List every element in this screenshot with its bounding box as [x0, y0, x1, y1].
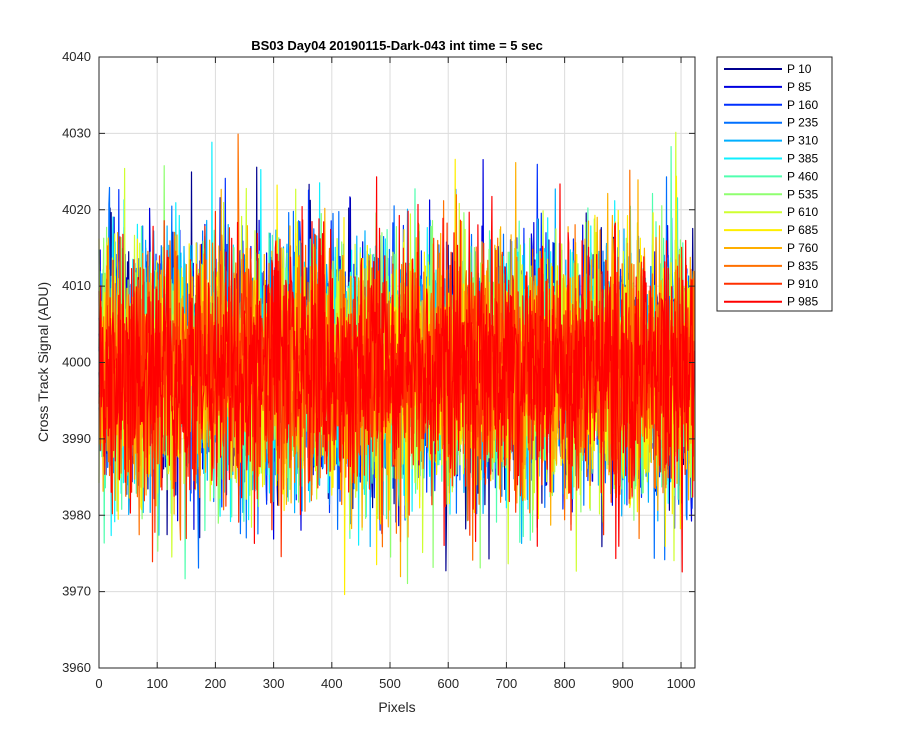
legend-items: P 10 P 85 P 160 P 235 P 310 P 385 P 460 P 535 P …: [724, 62, 818, 309]
legend: P 10 P 85 P 160 P 235 P 310 P 385 P 460 P 535 P …: [716, 56, 833, 312]
x-tick-label: 100: [146, 676, 168, 691]
x-tick-label: 0: [95, 676, 102, 691]
y-tick-label: 3980: [62, 507, 91, 522]
y-tick-label: 3990: [62, 431, 91, 446]
legend-label: P 610: [787, 205, 818, 219]
y-axis-label: Cross Track Signal (ADU): [35, 282, 51, 442]
x-tick-label: 400: [321, 676, 343, 691]
series-lines: [98, 131, 695, 596]
y-tick-label: 3970: [62, 584, 91, 599]
legend-label: P 985: [787, 295, 818, 309]
legend-label: P 310: [787, 134, 818, 148]
legend-label: P 10: [787, 62, 812, 76]
x-tick-label: 700: [496, 676, 518, 691]
x-tick-label: 600: [437, 676, 459, 691]
chart-title: BS03 Day04 20190115-Dark-043 int time = …: [251, 38, 543, 53]
y-tick-label: 4040: [62, 49, 91, 64]
legend-label: P 835: [787, 259, 818, 273]
legend-box: [716, 56, 833, 312]
y-tick-label: 4010: [62, 278, 91, 293]
legend-label: P 535: [787, 187, 818, 201]
legend-label: P 160: [787, 98, 818, 112]
axis-ticks: 0 100 200 300 400 500 600 700 800 900 1000 3960 3970…: [62, 49, 695, 691]
y-tick-label: 3960: [62, 660, 91, 675]
x-tick-label: 300: [263, 676, 285, 691]
x-tick-label: 900: [612, 676, 634, 691]
series-line-p985: [98, 176, 695, 573]
x-tick-label: 200: [205, 676, 227, 691]
y-tick-label: 4020: [62, 202, 91, 217]
x-tick-label: 500: [379, 676, 401, 691]
x-tick-label: 800: [554, 676, 576, 691]
legend-label: P 685: [787, 223, 818, 237]
y-tick-label: 4000: [62, 355, 91, 370]
legend-label: P 235: [787, 116, 818, 130]
legend-label: P 910: [787, 277, 818, 291]
legend-label: P 760: [787, 241, 818, 255]
x-tick-label: 1000: [667, 676, 696, 691]
legend-label: P 85: [787, 80, 812, 94]
legend-label: P 385: [787, 152, 818, 166]
legend-label: P 460: [787, 169, 818, 183]
x-axis-label: Pixels: [378, 699, 415, 715]
y-tick-label: 4030: [62, 125, 91, 140]
